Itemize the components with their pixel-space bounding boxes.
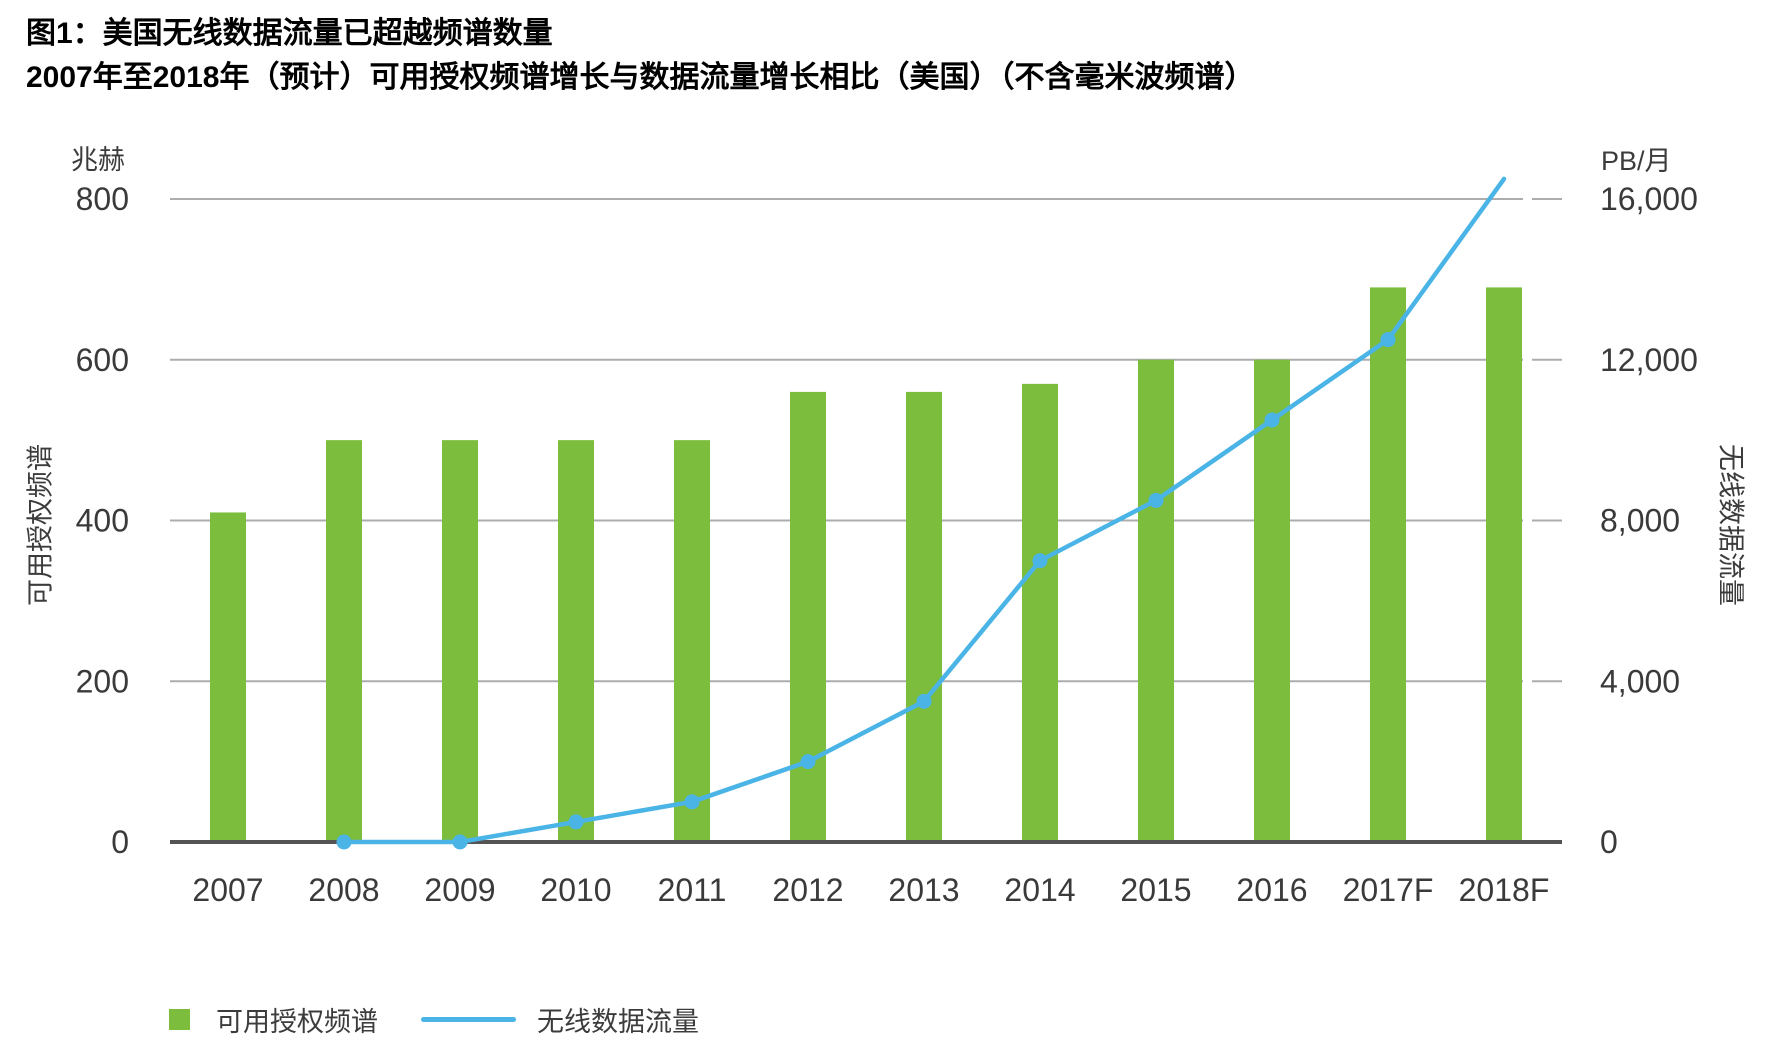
legend-line-swatch [421,1017,516,1022]
traffic-point [800,754,816,770]
year-label: 2010 [540,872,611,908]
year-label: 2018F [1459,872,1550,908]
bar-2007 [210,512,246,842]
year-label: 2013 [888,872,959,908]
traffic-point [1264,412,1280,428]
traffic-point [1032,553,1048,569]
legend-line-label: 无线数据流量 [537,1007,699,1037]
right-tick-label: 12,000 [1600,342,1698,378]
left-tick-label: 800 [76,181,129,217]
traffic-point [916,693,932,709]
bar-2009 [442,440,478,842]
left-tick-label: 0 [111,824,129,860]
year-label: 2017F [1343,872,1434,908]
bar-2013 [906,391,942,842]
bar-2012 [790,391,826,842]
year-label: 2014 [1004,872,1075,908]
year-label: 2011 [658,872,727,908]
left-tick-label: 200 [76,663,129,699]
year-label: 2016 [1236,872,1307,908]
traffic-point [1380,332,1396,348]
left-axis-title: 可用授权频谱 [25,444,56,606]
legend-bar-label: 可用授权频谱 [216,1007,378,1037]
right-tick-label: 8,000 [1600,503,1680,539]
year-label: 2008 [308,872,379,908]
bar-2011 [674,440,710,842]
traffic-point [336,834,352,850]
bar-2010 [558,440,594,842]
year-label: 2015 [1120,872,1191,908]
year-label: 2012 [772,872,843,908]
bar-2014 [1022,383,1058,842]
bar-2018F [1486,287,1522,843]
right-tick-label: 4,000 [1600,663,1680,699]
title-block: 图1：美国无线数据流量已超越频谱数量 2007年至2018年（预计）可用授权频谱… [26,12,1254,100]
right-tick-label: 16,000 [1600,181,1698,217]
traffic-point [568,814,584,830]
left-tick-label: 600 [76,342,129,378]
bar-2015 [1138,359,1174,842]
right-axis-title: 无线数据流量 [1715,444,1746,606]
year-label: 2009 [424,872,495,908]
traffic-point [452,834,468,850]
bar-2017F [1370,287,1406,843]
figure-subtitle: 2007年至2018年（预计）可用授权频谱增长与数据流量增长相比（美国）（不含毫… [26,61,1255,94]
traffic-point [684,794,700,810]
right-tick-label: 0 [1600,824,1618,860]
bar-2008 [326,440,362,842]
figure-title: 图1：美国无线数据流量已超越频谱数量 [26,17,553,50]
traffic-point [1148,492,1164,508]
left-axis-unit: 兆赫 [71,145,125,175]
legend: 可用授权频谱 无线数据流量 [169,1000,699,1039]
bar-2016 [1254,359,1290,842]
year-label: 2007 [192,872,263,908]
left-tick-label: 400 [76,503,129,539]
right-axis-unit: PB/月 [1601,146,1672,176]
legend-bar-swatch [169,1009,190,1030]
